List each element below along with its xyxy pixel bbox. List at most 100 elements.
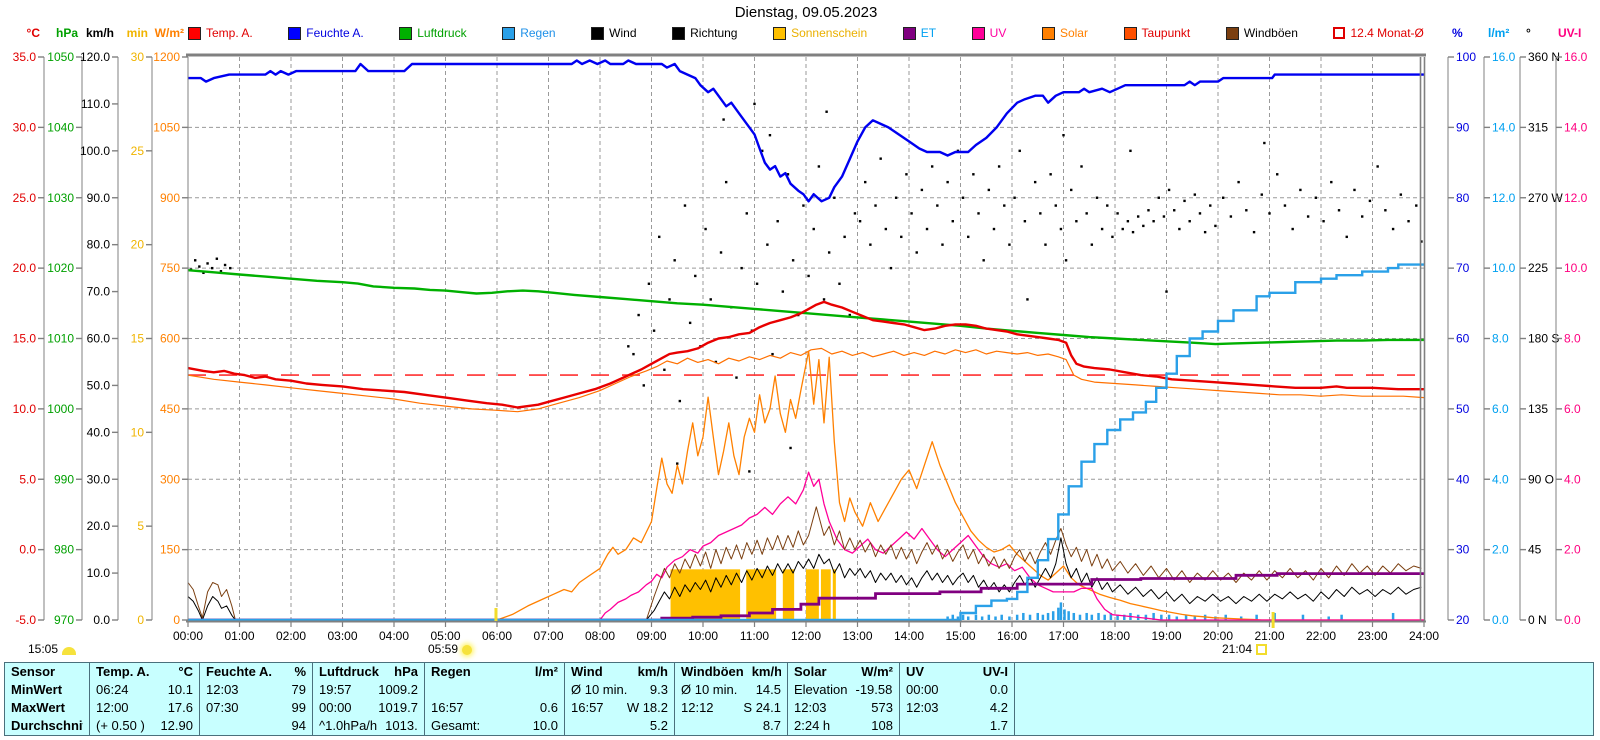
legend-label: Luftdruck bbox=[417, 26, 467, 40]
stats-cell-value: 14.5 bbox=[755, 682, 781, 697]
svg-text:40: 40 bbox=[1456, 472, 1470, 486]
stats-cell-time: 12:03 bbox=[794, 700, 827, 715]
svg-text:02:00: 02:00 bbox=[276, 629, 306, 643]
svg-text:0.0: 0.0 bbox=[1492, 613, 1509, 627]
svg-text:0 N: 0 N bbox=[1528, 613, 1547, 627]
svg-text:100.0: 100.0 bbox=[80, 144, 110, 158]
svg-text:2.0: 2.0 bbox=[1564, 543, 1581, 557]
unit-uvi: UV-I bbox=[1558, 26, 1582, 40]
moonrise-time: 15:05 bbox=[28, 642, 59, 656]
stats-col-uv: UV UV-I 00:00 0.0 12:03 4.2 1.7 bbox=[899, 663, 1014, 735]
svg-text:1200: 1200 bbox=[153, 50, 180, 64]
svg-text:08:00: 08:00 bbox=[585, 629, 615, 643]
legend-label: UV bbox=[989, 26, 1007, 40]
legend-item-4: Wind bbox=[591, 26, 637, 40]
svg-text:25.0: 25.0 bbox=[13, 191, 37, 205]
svg-text:10: 10 bbox=[131, 425, 145, 439]
svg-text:0: 0 bbox=[137, 613, 144, 627]
svg-text:225: 225 bbox=[1528, 261, 1548, 275]
svg-text:09:00: 09:00 bbox=[636, 629, 666, 643]
axis-uvi bbox=[1555, 56, 1562, 621]
sunset-icon bbox=[1256, 644, 1268, 655]
legend-label: Richtung bbox=[690, 26, 738, 40]
stats-cell-value: 0.0 bbox=[989, 682, 1008, 697]
legend-label: 12.4 Monat-Ø bbox=[1350, 26, 1424, 40]
stats-cell-value: 94 bbox=[291, 718, 306, 733]
stats-group-name: Feuchte A. bbox=[206, 664, 272, 679]
stats-cell-value: 99 bbox=[291, 700, 306, 715]
svg-text:04:00: 04:00 bbox=[379, 629, 409, 643]
legend-item-7: ET bbox=[902, 26, 936, 40]
series-solar bbox=[188, 350, 1424, 621]
svg-text:10:00: 10:00 bbox=[688, 629, 718, 643]
stats-group-name: Solar bbox=[794, 664, 827, 679]
svg-text:22:00: 22:00 bbox=[1306, 629, 1336, 643]
svg-text:19:00: 19:00 bbox=[1151, 629, 1181, 643]
legend-label: Taupunkt bbox=[1141, 26, 1191, 40]
series-et bbox=[188, 572, 1424, 622]
page-title: Dienstag, 09.05.2023 bbox=[734, 4, 878, 21]
legend-item-8: UV bbox=[971, 26, 1007, 40]
series-taupunkt bbox=[187, 347, 1425, 413]
axis-pct bbox=[1447, 56, 1454, 621]
x-axis bbox=[187, 621, 1425, 627]
svg-text:16:00: 16:00 bbox=[997, 629, 1027, 643]
stats-cell-value: 0.6 bbox=[539, 700, 558, 715]
legend-item-5: Richtung bbox=[672, 26, 737, 40]
stats-cell-time: Elevation bbox=[794, 682, 848, 697]
unit-kmh: km/h bbox=[85, 26, 114, 40]
legend-item-0: Temp. A. bbox=[188, 26, 253, 40]
stats-cell-value: -19.581 bbox=[855, 682, 893, 697]
stats-cell-value: 10.0 bbox=[532, 718, 558, 733]
svg-text:0.0: 0.0 bbox=[19, 543, 36, 557]
series-sonnenschein bbox=[670, 569, 836, 620]
svg-text:180 S: 180 S bbox=[1528, 332, 1559, 346]
svg-text:12.0: 12.0 bbox=[1564, 191, 1588, 205]
svg-text:14.0: 14.0 bbox=[1492, 120, 1516, 134]
svg-text:14:00: 14:00 bbox=[894, 629, 924, 643]
stats-group-unit: °C bbox=[178, 664, 193, 679]
svg-text:1020: 1020 bbox=[47, 261, 74, 275]
svg-text:20.0: 20.0 bbox=[87, 519, 111, 533]
svg-text:10.0: 10.0 bbox=[13, 402, 37, 416]
stats-cell-time: 00:00 bbox=[319, 700, 352, 715]
svg-text:1050: 1050 bbox=[47, 50, 74, 64]
stats-group-unit: W/m² bbox=[861, 664, 893, 679]
svg-text:990: 990 bbox=[54, 472, 74, 486]
stats-group-name: Wind bbox=[571, 664, 603, 679]
stats-group-name: Temp. A. bbox=[96, 664, 150, 679]
stats-cell-time: Ø 10 min. bbox=[681, 682, 738, 697]
series-regen bbox=[188, 263, 1424, 622]
stats-cell-time: 12:00 bbox=[96, 700, 129, 715]
stats-col-windb-en: Windböen km/h Ø 10 min. 14.5 12:12 S 24.1 8.7 bbox=[674, 663, 787, 735]
svg-text:14.0: 14.0 bbox=[1564, 120, 1588, 134]
svg-text:15.0: 15.0 bbox=[13, 332, 37, 346]
stats-cell-value: 1019.7 bbox=[378, 700, 418, 715]
svg-text:1010: 1010 bbox=[47, 332, 74, 346]
svg-text:1030: 1030 bbox=[47, 191, 74, 205]
svg-text:23:00: 23:00 bbox=[1357, 629, 1387, 643]
weather-chart: 35.030.025.020.015.010.05.00.0-5.0105010… bbox=[13, 50, 1588, 643]
unit-pct: % bbox=[1452, 26, 1463, 40]
stats-cell-value: S 24.1 bbox=[743, 700, 781, 715]
stats-cell-value: 1.7 bbox=[989, 718, 1008, 733]
stats-cell-value: 1013.6 bbox=[385, 718, 418, 733]
legend-label: Sonnenschein bbox=[791, 26, 868, 40]
legend-swatch bbox=[1041, 26, 1055, 40]
stats-cell-time: 12:03 bbox=[206, 682, 239, 697]
stats-col-sensor: Sensor MinWert MaxWert Durchschnitt bbox=[5, 663, 89, 735]
sunrise-annotation: 05:59 bbox=[428, 642, 473, 656]
stats-cell-value: W 18.2 bbox=[626, 700, 668, 715]
svg-text:35.0: 35.0 bbox=[13, 50, 37, 64]
stats-group-name: Windböen bbox=[681, 664, 744, 679]
svg-text:16.0: 16.0 bbox=[1492, 50, 1516, 64]
svg-text:1000: 1000 bbox=[47, 402, 74, 416]
svg-text:4.0: 4.0 bbox=[1492, 472, 1509, 486]
legend-item-9: Solar bbox=[1041, 26, 1088, 40]
svg-text:6.0: 6.0 bbox=[1564, 402, 1581, 416]
svg-text:05:00: 05:00 bbox=[430, 629, 460, 643]
svg-text:12.0: 12.0 bbox=[1492, 191, 1516, 205]
svg-text:30: 30 bbox=[131, 50, 145, 64]
stats-table: Sensor MinWert MaxWert Durchschnitt Temp. A.… bbox=[4, 662, 1594, 736]
